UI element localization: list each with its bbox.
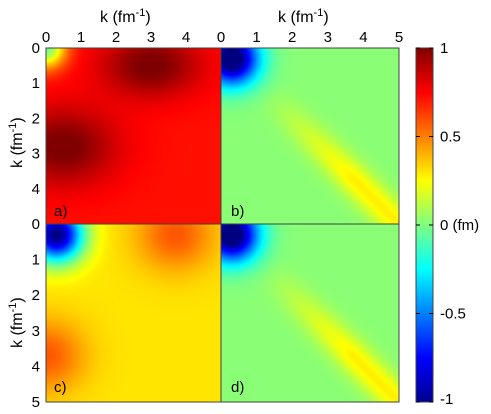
y-tick-bottom-1: 1	[32, 252, 40, 269]
y-tick-top-4: 4	[32, 181, 40, 198]
x-axis-label-right: k (fm-1)	[278, 7, 329, 26]
x-tick-left-4: 4	[182, 29, 190, 46]
y-tick-bottom-2: 2	[32, 287, 40, 304]
x-tick-left-1: 1	[77, 29, 85, 46]
colorbar-tick-label: -0.5	[440, 306, 466, 323]
colorbar-tick-label: -1	[440, 391, 453, 408]
x-tick-right-3: 3	[324, 29, 332, 46]
y-tick-bottom-3: 3	[32, 323, 40, 340]
x-tick-right-4: 4	[359, 29, 367, 46]
x-axis-label-left: k (fm-1)	[100, 7, 151, 26]
x-tick-right-0: 0	[217, 29, 225, 46]
y-tick-bottom-5: 5	[32, 394, 40, 411]
colorbar: 1 0.5 0 (fm) -0.5 -1	[415, 40, 479, 408]
panel-d: d)	[221, 224, 399, 402]
x-tick-right-5: 5	[395, 29, 403, 46]
panel-a-label: a)	[54, 203, 67, 220]
panel-a: a)	[46, 48, 221, 224]
panel-c: c)	[46, 224, 221, 402]
panel-c-label: c)	[54, 379, 67, 396]
colorbar-ticks: 1 0.5 0 (fm) -0.5 -1	[416, 40, 479, 408]
x-tick-left-3: 3	[147, 29, 155, 46]
x-tick-right-2: 2	[288, 29, 296, 46]
y-tick-bottom-0: 0	[32, 216, 40, 233]
x-tick-left-2: 2	[112, 29, 120, 46]
panel-d-heatmap	[221, 224, 399, 402]
panel-b: b)	[221, 48, 399, 224]
panel-d-label: d)	[231, 379, 244, 396]
panel-a-heatmap	[46, 48, 221, 224]
axis-ticks: 0 1 2 3 4 0 1 2 3 4 5 0 1 2 3 4 0 1 2 3 4 5	[32, 29, 404, 411]
y-tick-top-1: 1	[32, 75, 40, 92]
panel-b-heatmap	[221, 48, 399, 224]
y-tick-top-3: 3	[32, 146, 40, 163]
panel-c-heatmap	[46, 224, 221, 402]
y-tick-bottom-4: 4	[32, 358, 40, 375]
colorbar-tick-label: 0.5	[440, 129, 461, 146]
y-tick-top-0: 0	[32, 40, 40, 57]
y-axis-label-bottom: k (fm-1)	[7, 297, 26, 348]
x-tick-left-0: 0	[42, 29, 50, 46]
panel-b-label: b)	[231, 203, 244, 220]
colorbar-tick-label: 0 (fm)	[440, 217, 479, 234]
x-tick-right-1: 1	[252, 29, 260, 46]
panels-frame	[45, 47, 400, 403]
y-tick-top-2: 2	[32, 110, 40, 127]
colorbar-tick-label: 1	[440, 40, 448, 57]
y-axis-label-top: k (fm-1)	[7, 117, 26, 168]
